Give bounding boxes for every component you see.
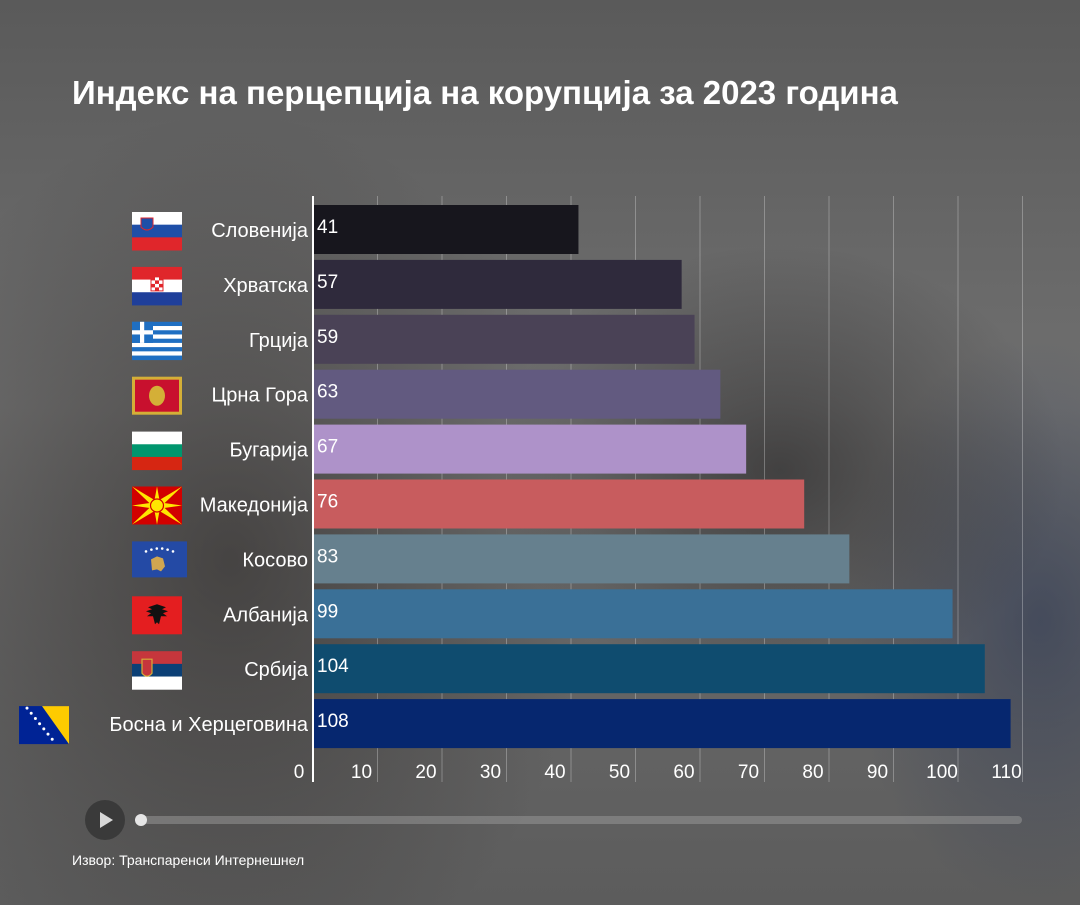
- category-label: Грција: [249, 330, 309, 352]
- play-button[interactable]: [85, 800, 125, 840]
- value-label: 108: [317, 711, 349, 732]
- x-tick-label: 80: [802, 762, 823, 783]
- flag-slovenia-icon: [132, 212, 182, 251]
- category-label: Србија: [244, 659, 309, 681]
- value-label: 59: [317, 327, 338, 348]
- x-tick-label: 50: [609, 762, 630, 783]
- flag-greece-icon: [132, 321, 182, 361]
- category-label: Косово: [242, 549, 308, 571]
- flag-montenegro-icon: [132, 376, 182, 415]
- bar-3: [314, 314, 695, 364]
- flag-serbia-icon: [132, 651, 182, 690]
- x-tick-label: 30: [480, 762, 501, 783]
- value-label: 99: [317, 601, 338, 622]
- source-note: Извор: Транспаренси Интернешнел: [72, 852, 305, 868]
- flag-albania-icon: [132, 596, 182, 635]
- x-tick-label: 90: [867, 762, 888, 783]
- bar-10: [314, 699, 1011, 749]
- category-label: Хрватска: [223, 275, 309, 297]
- bar-4: [314, 369, 721, 419]
- timeline-slider[interactable]: [137, 816, 1022, 824]
- category-label: Босна и Херцеговина: [109, 714, 308, 736]
- category-label: Албанија: [223, 604, 309, 626]
- chart-title: Индекс на перцепција на корупција за 202…: [72, 74, 898, 111]
- x-tick-label: 10: [351, 762, 372, 783]
- flag-bulgaria-icon: [132, 431, 182, 471]
- bar-5: [314, 424, 747, 474]
- flag-bosnia-icon: [19, 706, 69, 745]
- category-label: Македонија: [200, 495, 309, 517]
- value-label: 104: [317, 656, 349, 677]
- bar-1: [314, 205, 579, 254]
- bar-chart: 41 Словенија 57 Хрватска 59 Грција 63 Црна Гора…: [19, 196, 1023, 783]
- x-tick-label: 70: [738, 762, 759, 783]
- animation-player: [85, 800, 1025, 840]
- value-label: 63: [317, 382, 338, 403]
- flag-kosovo-icon: [132, 541, 187, 578]
- value-label: 83: [317, 546, 338, 567]
- value-label: 41: [317, 217, 338, 238]
- value-label: 76: [317, 492, 338, 513]
- flag-macedonia-icon: [132, 486, 182, 525]
- x-tick-label: 40: [544, 762, 565, 783]
- value-label: 57: [317, 272, 338, 293]
- bar-9: [314, 644, 985, 694]
- bar-6: [314, 479, 805, 529]
- play-icon: [100, 812, 113, 828]
- value-label: 67: [317, 437, 338, 458]
- x-tick-label: 110: [991, 762, 1021, 783]
- x-tick-label: 20: [415, 762, 436, 783]
- timeline-handle[interactable]: [135, 814, 147, 826]
- category-label: Словенија: [211, 220, 309, 242]
- bar-7: [314, 534, 850, 584]
- bar-8: [314, 589, 953, 639]
- x-tick-label: 100: [926, 762, 958, 783]
- category-label: Бугарија: [229, 440, 308, 462]
- x-tick-label: 60: [673, 762, 694, 783]
- flag-croatia-icon: [132, 266, 182, 306]
- x-tick-label: 0: [294, 762, 305, 783]
- category-label: Црна Гора: [211, 385, 308, 407]
- bar-2: [314, 259, 682, 309]
